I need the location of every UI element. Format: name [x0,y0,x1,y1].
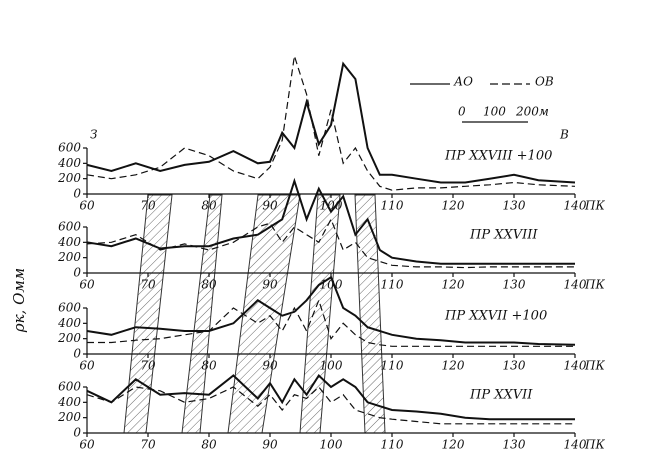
series-line [86,177,575,265]
legend-label: АО [453,75,473,89]
y-tick-label: 400 [57,235,81,249]
x-tick-label: 60 [79,278,95,292]
x-tick-label: 110 [381,438,404,452]
series-line [86,386,575,425]
x-tick-label: 130 [503,199,526,213]
legend-label: ОВ [535,75,554,89]
x-tick-label: 80 [201,199,217,213]
y-tick-label: 400 [57,316,81,330]
x-tick-label: 110 [381,359,404,373]
x-tick-label: 100 [320,438,343,452]
x-tick-label: 80 [201,359,217,373]
x-tick-label: 70 [140,278,156,292]
y-tick-label: 600 [58,220,81,234]
scale-label: 100 [483,105,506,119]
side-label: З [90,128,97,142]
y-tick-label: 200 [57,250,81,264]
scale-label: 200м [515,105,549,119]
x-tick-label: 80 [201,438,217,452]
x-tick-label: 90 [262,199,278,213]
x-tick-label: 140 [564,359,587,373]
x-tick-label: 110 [381,199,404,213]
series-line [86,373,575,421]
y-tick-label: 200 [57,171,81,185]
x-tick-label: 130 [503,438,526,452]
x-tick-label: 90 [262,438,278,452]
profile-label: ПР XXVII [469,388,533,403]
x-tick-label: 120 [442,199,465,213]
y-axis-label: ρк, Омм [10,268,28,333]
x-tick-label: 100 [320,359,343,373]
x-tick-label: 140 [564,438,587,452]
x-tick-label: 130 [503,359,526,373]
x-tick-label: 70 [140,359,156,373]
profile-label: ПР XXVII +100 [444,309,547,324]
y-tick-label: 400 [57,395,81,409]
scale-label: 0 [458,105,466,119]
y-tick-label: 0 [73,426,81,440]
x-tick-label: 80 [201,278,217,292]
x-tick-label: 90 [262,359,278,373]
y-tick-label: 600 [58,301,81,315]
y-tick-label: 0 [73,347,81,361]
y-tick-label: 200 [57,331,81,345]
x-tick-label: 60 [79,359,95,373]
hatched-zones [123,194,386,434]
x-axis-label: ПК [584,278,605,292]
x-axis-label: ПК [584,438,605,452]
x-tick-label: 90 [262,278,278,292]
y-tick-label: 600 [58,380,81,394]
x-tick-label: 70 [140,199,156,213]
profile-label: ПР XXVIII [469,228,538,243]
x-tick-label: 140 [564,199,587,213]
x-tick-label: 130 [503,278,526,292]
series-line [86,217,575,269]
y-tick-label: 400 [57,156,81,170]
y-tick-label: 0 [73,266,81,280]
x-tick-label: 120 [442,438,465,452]
x-tick-label: 60 [79,199,95,213]
series-line [87,298,575,347]
x-axis-label: ПК [584,199,605,213]
x-tick-label: 120 [442,278,465,292]
x-tick-label: 110 [381,278,404,292]
y-tick-label: 200 [57,410,81,424]
y-tick-label: 0 [73,187,81,201]
x-tick-label: 140 [564,278,587,292]
series-line [86,55,576,191]
series-line [86,275,576,346]
profile-label: ПР XXVIII +100 [444,149,552,164]
x-tick-label: 60 [79,438,95,452]
x-axis-label: ПК [584,359,605,373]
x-tick-label: 120 [442,359,465,373]
x-tick-label: 70 [140,438,156,452]
series-line [86,61,576,184]
y-tick-label: 600 [58,141,81,155]
side-label: В [559,128,569,142]
